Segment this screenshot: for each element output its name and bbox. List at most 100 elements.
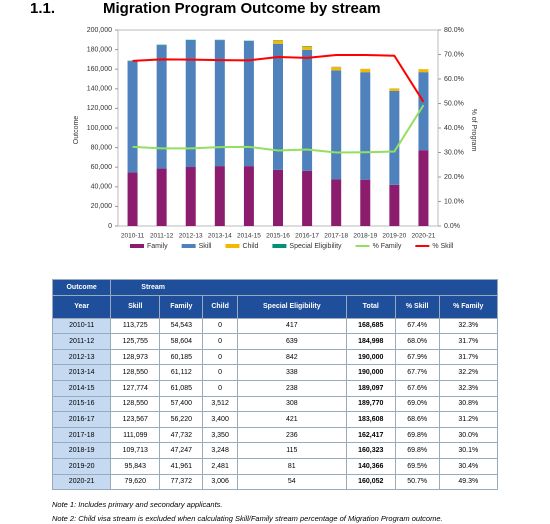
table-cell: 57,400 xyxy=(159,395,204,413)
bar-segment xyxy=(214,40,225,167)
table-cell: 2016-17 xyxy=(51,411,112,428)
bar-segment xyxy=(331,70,342,180)
table-cell: 61,085 xyxy=(159,379,204,397)
bar-segment xyxy=(273,169,283,226)
bar-segment xyxy=(185,39,196,41)
table-cell: 162,417 xyxy=(345,426,396,444)
y2-tick-label: 10.0% xyxy=(444,198,464,205)
bar-segment xyxy=(156,45,167,169)
table-row: 2012-13 128,973 60,185 0 842 190,000 67.9% 31.7… xyxy=(51,348,499,366)
table-cell: 77,372 xyxy=(159,473,204,491)
table-cell: 113,725 xyxy=(110,317,161,335)
table-cell: 2011-12 xyxy=(51,333,112,350)
bar-segment xyxy=(418,69,429,73)
y-tick-label: 20,000 xyxy=(91,203,113,210)
legend-label: % Family xyxy=(373,243,402,250)
bar-segment xyxy=(360,68,371,73)
table-cell: 183,608 xyxy=(345,411,396,428)
table-cell: 2010-11 xyxy=(51,317,112,335)
column-header: Family xyxy=(159,294,204,319)
legend-label: % Skill xyxy=(432,243,453,250)
table-cell: 67.6% xyxy=(394,379,440,397)
x-tick-label: 2011-12 xyxy=(150,233,174,240)
table-row: 2020-21 79,620 77,372 3,006 54 160,052 50.7% 49… xyxy=(51,473,499,491)
bar-segment xyxy=(331,67,342,71)
legend-swatch xyxy=(272,244,287,248)
table-cell: 109,713 xyxy=(110,442,161,459)
x-tick-label: 2020-21 xyxy=(412,233,436,240)
table-cell: 30.0% xyxy=(438,426,499,444)
table-cell: 69.8% xyxy=(394,442,440,459)
y-tick-label: 120,000 xyxy=(87,105,112,112)
bar-segment xyxy=(214,166,225,226)
x-tick-label: 2013-14 xyxy=(208,233,232,240)
table-cell: 160,323 xyxy=(345,442,396,459)
bar-segment xyxy=(389,88,400,91)
bar-segment xyxy=(418,150,429,226)
table-cell: 32.2% xyxy=(438,364,499,381)
legend-label: Special Eligibility xyxy=(289,243,342,250)
table-cell: 61,112 xyxy=(159,364,204,381)
y-tick-label: 100,000 xyxy=(87,125,112,132)
y-tick-label: 0 xyxy=(108,223,112,230)
y-tick-label: 180,000 xyxy=(87,46,112,53)
table-cell: 127,774 xyxy=(110,379,161,397)
bar-segment xyxy=(243,166,254,226)
table-cell: 60,185 xyxy=(159,348,204,366)
table-cell: 3,248 xyxy=(202,442,238,459)
x-tick-label: 2010-11 xyxy=(121,233,145,240)
x-tick-label: 2015-16 xyxy=(266,233,290,240)
bar-segment xyxy=(127,61,138,173)
table-cell: 32.3% xyxy=(438,379,499,397)
legend-label: Skill xyxy=(199,243,212,250)
column-header: Total xyxy=(345,294,396,319)
bar-segment xyxy=(302,170,313,226)
bar-segment xyxy=(418,72,429,151)
table-cell: 238 xyxy=(236,379,347,397)
table-cell: 54,543 xyxy=(159,317,204,335)
table-cell: 31.7% xyxy=(438,333,499,350)
bar-segment xyxy=(273,40,283,44)
table-cell: 2012-13 xyxy=(51,348,112,366)
table-cell: 67.9% xyxy=(394,348,440,366)
bar-segment xyxy=(156,44,167,46)
table-cell: 69.8% xyxy=(394,426,440,444)
table-cell: 308 xyxy=(236,395,347,413)
y-tick-label: 60,000 xyxy=(91,164,113,171)
note: Note 2: Child visa stream is excluded wh… xyxy=(52,514,443,523)
table-cell: 140,366 xyxy=(345,457,396,475)
bar-segment xyxy=(127,172,138,226)
column-header: Special Eligibility xyxy=(236,294,347,319)
section-title: Migration Program Outcome by stream xyxy=(103,0,381,17)
table-cell: 68.6% xyxy=(394,411,440,428)
table-cell: 2,481 xyxy=(202,457,238,475)
data-table: Outcome Stream Year Skill Family Child Specia… xyxy=(51,279,499,491)
table-cell: 111,099 xyxy=(110,426,161,444)
table-cell: 30.1% xyxy=(438,442,499,459)
chart: Outcome % of Program 0 20,000 40,000 60,000… xyxy=(73,27,477,250)
table-row: 2019-20 95,843 41,961 2,481 81 140,366 69.5% 30… xyxy=(51,457,499,475)
section-number: 1.1. xyxy=(30,0,56,17)
table-cell: 67.7% xyxy=(394,364,440,381)
table-cell: 639 xyxy=(236,333,347,350)
table-cell: 30.4% xyxy=(438,457,499,475)
table-cell: 842 xyxy=(236,348,347,366)
x-tick-label: 2019-20 xyxy=(382,233,406,240)
table-cell: 0 xyxy=(202,348,238,366)
bar-segment xyxy=(389,90,400,185)
y2-tick-label: 30.0% xyxy=(444,149,464,156)
table-cell: 3,512 xyxy=(202,395,238,413)
table-cell: 31.7% xyxy=(438,348,499,366)
bar-segment xyxy=(302,49,313,171)
table-cell: 0 xyxy=(202,333,238,350)
table-cell: 2018-19 xyxy=(51,442,112,459)
y-tick-label: 40,000 xyxy=(91,184,113,191)
table-cell: 189,770 xyxy=(345,395,396,413)
table-cell: 2015-16 xyxy=(51,395,112,413)
column-header: Year xyxy=(51,294,112,319)
table-cell: 67.4% xyxy=(394,317,440,335)
table-cell: 56,220 xyxy=(159,411,204,428)
table-row: 2011-12 125,755 58,604 0 639 184,998 68.0% 31.7… xyxy=(51,333,499,350)
legend-swatch xyxy=(181,244,196,248)
table-cell: 338 xyxy=(236,364,347,381)
